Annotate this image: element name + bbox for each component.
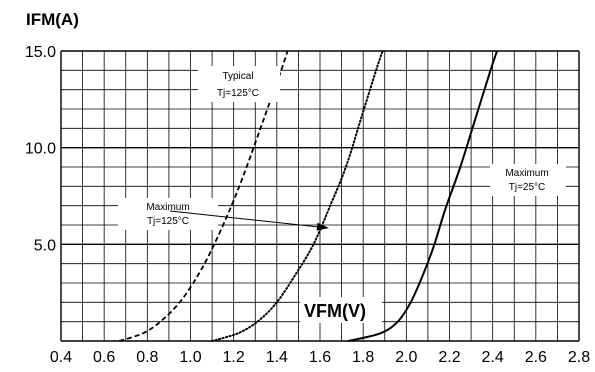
annotations: Typical Tj=125°C Maximum Tj=125°C Maximum Tj=… (118, 66, 566, 231)
annotation-bg (490, 164, 566, 196)
annotation-text: Maximum (146, 202, 189, 213)
annotation-bg (198, 66, 280, 102)
grid (60, 50, 580, 342)
tick-labels: 0.4 0.6 0.8 1.0 1.2 1.4 1.6 1.8 2.0 2.2 2.4 2.6 2.8 5… (25, 44, 590, 366)
x-tick-label: 2.8 (568, 349, 590, 366)
x-axis-label-bg (300, 297, 382, 323)
x-tick-label: 0.8 (136, 349, 158, 366)
x-tick-label: 2.4 (482, 349, 504, 366)
series-line (119, 50, 289, 342)
x-axis-label: VFM(V) (304, 301, 366, 321)
annotation-arrowhead (316, 222, 329, 231)
annotation-text: Typical (222, 71, 253, 82)
x-tick-label: 1.0 (179, 349, 201, 366)
annotation-text: Tj=125°C (147, 216, 189, 227)
y-tick-label: 15.0 (25, 44, 56, 61)
x-tick-label: 1.8 (352, 349, 374, 366)
x-tick-label: 2.2 (438, 349, 460, 366)
series-line (211, 50, 384, 342)
y-tick-label: 5.0 (34, 237, 56, 254)
y-tick-label: 10.0 (25, 141, 56, 158)
x-tick-label: 0.4 (50, 349, 72, 366)
annotation-leader (169, 210, 320, 228)
x-tick-label: 2.6 (525, 349, 547, 366)
series-line (347, 50, 498, 342)
x-tick-label: 2.0 (395, 349, 417, 366)
y-axis-label: IFM(A) (26, 10, 79, 29)
x-tick-label: 1.6 (309, 349, 331, 366)
annotation-text: Maximum (505, 168, 548, 179)
x-tick-label: 1.4 (266, 349, 288, 366)
curves (119, 50, 498, 342)
annotation-text: Tj=25°C (509, 182, 546, 193)
x-tick-label: 0.6 (93, 349, 115, 366)
x-tick-label: 1.2 (223, 349, 245, 366)
annotation-text: Tj=125°C (217, 88, 259, 99)
